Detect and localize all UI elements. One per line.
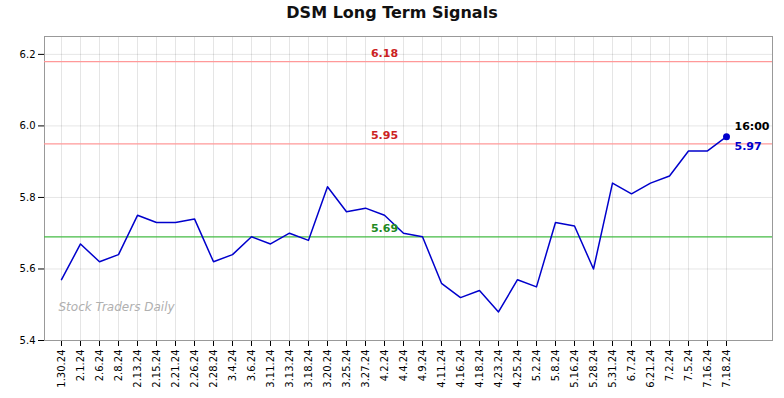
svg-text:3.4.24: 3.4.24	[227, 350, 238, 382]
svg-text:3.6.24: 3.6.24	[246, 350, 257, 382]
svg-text:5.28.24: 5.28.24	[588, 350, 599, 388]
svg-text:4.11.24: 4.11.24	[436, 350, 447, 388]
svg-text:1.30.24: 1.30.24	[56, 350, 67, 388]
svg-text:3.20.24: 3.20.24	[322, 350, 333, 388]
svg-text:4.16.24: 4.16.24	[455, 350, 466, 388]
svg-text:6.21.24: 6.21.24	[645, 350, 656, 388]
svg-text:5.97: 5.97	[735, 140, 762, 153]
svg-text:2.1.24: 2.1.24	[75, 350, 86, 382]
svg-text:4.25.24: 4.25.24	[512, 350, 523, 388]
svg-text:7.2.24: 7.2.24	[664, 350, 675, 382]
svg-text:6.0: 6.0	[20, 120, 36, 131]
svg-text:5.95: 5.95	[371, 129, 398, 142]
svg-text:7.5.24: 7.5.24	[683, 350, 694, 382]
svg-text:Stock Traders Daily: Stock Traders Daily	[59, 300, 176, 314]
svg-text:3.11.24: 3.11.24	[265, 350, 276, 388]
svg-text:2.6.24: 2.6.24	[94, 350, 105, 382]
svg-text:4.4.24: 4.4.24	[398, 350, 409, 382]
svg-text:3.27.24: 3.27.24	[360, 350, 371, 388]
svg-text:5.16.24: 5.16.24	[569, 350, 580, 388]
svg-text:7.18.24: 7.18.24	[721, 350, 732, 388]
svg-text:2.26.24: 2.26.24	[189, 350, 200, 388]
svg-text:4.23.24: 4.23.24	[493, 350, 504, 388]
svg-text:5.69: 5.69	[371, 222, 398, 235]
svg-text:2.15.24: 2.15.24	[151, 350, 162, 388]
svg-text:7.16.24: 7.16.24	[702, 350, 713, 388]
svg-text:5.8: 5.8	[20, 192, 36, 203]
svg-text:2.8.24: 2.8.24	[113, 350, 124, 382]
svg-text:6.18: 6.18	[371, 47, 398, 60]
html-text:DSM Long Term Signals: DSM Long Term Signals	[286, 3, 498, 22]
svg-text:2.28.24: 2.28.24	[208, 350, 219, 388]
svg-text:4.9.24: 4.9.24	[417, 350, 428, 382]
svg-text:6.2: 6.2	[20, 49, 36, 60]
svg-text:3.13.24: 3.13.24	[284, 350, 295, 388]
svg-text:5.4: 5.4	[20, 335, 36, 346]
svg-text:4.2.24: 4.2.24	[379, 350, 390, 382]
svg-text:3.18.24: 3.18.24	[303, 350, 314, 388]
svg-text:5.8.24: 5.8.24	[550, 350, 561, 382]
svg-text:4.18.24: 4.18.24	[474, 350, 485, 388]
svg-text:5.2.24: 5.2.24	[531, 350, 542, 382]
svg-text:6.7.24: 6.7.24	[626, 350, 637, 382]
svg-text:16:00: 16:00	[735, 120, 770, 133]
svg-text:2.21.24: 2.21.24	[170, 350, 181, 388]
svg-text:5.6: 5.6	[20, 263, 36, 274]
svg-text:2.13.24: 2.13.24	[132, 350, 143, 388]
svg-text:5.31.24: 5.31.24	[607, 350, 618, 388]
svg-text:3.25.24: 3.25.24	[341, 350, 352, 388]
